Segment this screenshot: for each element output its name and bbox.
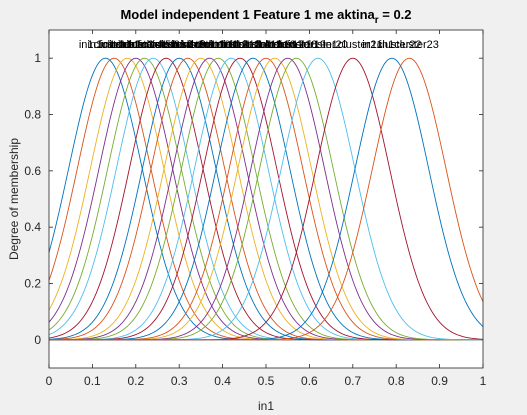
y-tick-label: 0.8	[24, 108, 41, 122]
y-axis-title: Degree of membership	[7, 138, 21, 260]
plot-frame	[48, 29, 484, 369]
x-tick-label: 0	[46, 374, 53, 388]
membership-function-labels: in1cluster1in1cluster2in1cluster3in1clus…	[79, 39, 439, 51]
curve-label-22: in1cluster22	[362, 39, 421, 51]
x-tick-label: 0.7	[344, 374, 361, 388]
membership-curves	[48, 57, 484, 341]
curve-label-2: in1cluster2	[87, 39, 140, 51]
x-tick-label: 0.1	[84, 374, 101, 388]
curve-label-3: in1cluster3	[101, 39, 154, 51]
curve-label-8: in1cluster8	[153, 39, 206, 51]
curve-label-21: in1cluster21	[323, 39, 382, 51]
curve-label-12: in1cluster12	[189, 39, 248, 51]
curve-label-16: in1cluster16	[236, 39, 295, 51]
curve-label-15: in1cluster15	[223, 39, 282, 51]
x-tick-label: 0.6	[301, 374, 318, 388]
curve-label-9: in1cluster9	[161, 39, 214, 51]
x-tick-label: 0.2	[127, 374, 144, 388]
curve-label-4: in1cluster4	[109, 39, 162, 51]
curve-label-18: in1cluster18	[258, 39, 317, 51]
curve-label-20: in1cluster20	[288, 39, 347, 51]
membership-curve-23	[49, 57, 484, 341]
chart-title-tail: = 0.2	[379, 7, 412, 22]
x-tick-label: 0.8	[388, 374, 405, 388]
y-tick-label: 0.6	[24, 164, 41, 178]
y-tick-labels: 0 0.2 0.4 0.6 0.8 1	[24, 51, 41, 347]
x-tick-label: 0.5	[258, 374, 275, 388]
curve-label-5: in1cluster5	[118, 39, 171, 51]
x-tick-label: 0.9	[431, 374, 448, 388]
y-tick-label: 0.4	[24, 220, 41, 234]
x-tick-labels: 0 0.1 0.2 0.3 0.4 0.5 0.6 0.7 0.8 0.9 1	[46, 374, 487, 388]
chart-title-subscript: r	[375, 15, 379, 26]
y-tick-label: 1	[34, 51, 41, 65]
curve-label-13: in1cluster13	[202, 39, 261, 51]
curve-label-11: in1cluster11	[180, 39, 239, 51]
y-tick-label: 0	[34, 333, 41, 347]
x-tick-label: 0.4	[214, 374, 231, 388]
chart-title: Model independent 1 Feature 1 me aktinar…	[120, 7, 411, 26]
curve-label-1: in1cluster1	[79, 39, 132, 51]
x-tick-label: 0.3	[171, 374, 188, 388]
curve-label-7: in1cluster7	[140, 39, 193, 51]
x-axis-title: in1	[258, 399, 274, 413]
curve-label-10: in1cluster10	[171, 39, 230, 51]
plot-area	[49, 30, 483, 368]
curve-label-6: in1cluster6	[127, 39, 180, 51]
curve-label-14: in1cluster14	[210, 39, 269, 51]
curve-label-23: in1cluster23	[380, 39, 439, 51]
x-tick-label: 1	[480, 374, 487, 388]
curve-label-19: in1cluster19	[267, 39, 326, 51]
y-tick-label: 0.2	[24, 277, 41, 291]
curve-label-17: in1cluster17	[245, 39, 304, 51]
